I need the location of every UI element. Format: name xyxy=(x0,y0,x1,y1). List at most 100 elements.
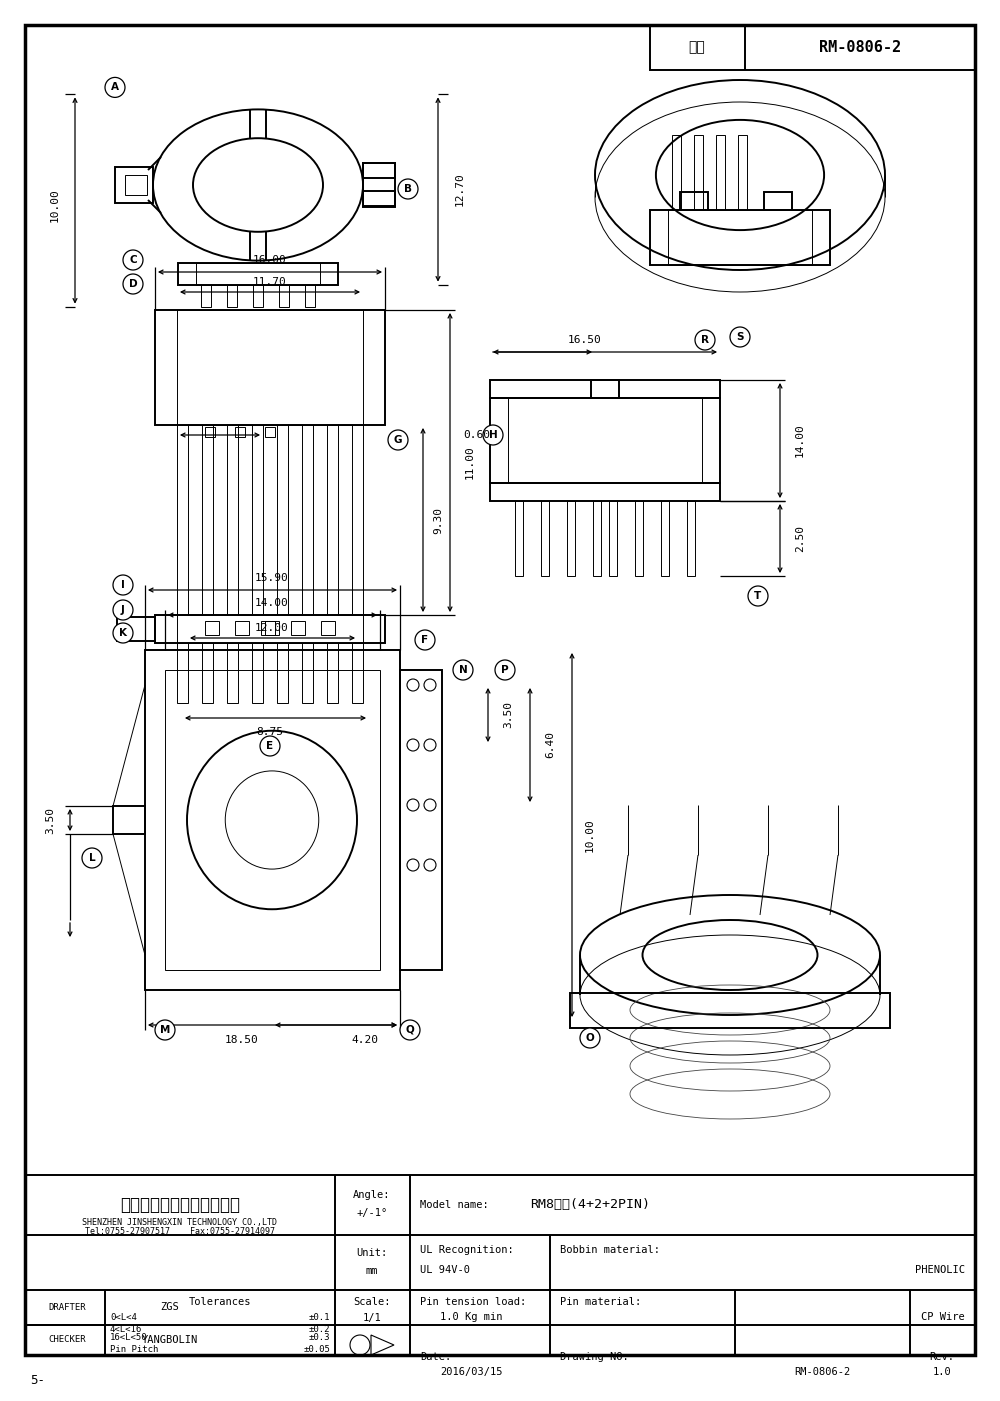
Bar xyxy=(177,310,363,425)
Text: 10.00: 10.00 xyxy=(585,818,595,852)
Text: RM8立式(4+2+2PIN): RM8立式(4+2+2PIN) xyxy=(530,1198,650,1212)
Bar xyxy=(352,643,363,703)
Text: 1.0 Kg min: 1.0 Kg min xyxy=(440,1311,503,1323)
Bar xyxy=(302,425,313,615)
Bar xyxy=(291,621,305,635)
Bar xyxy=(738,134,747,210)
Circle shape xyxy=(495,660,515,679)
Bar xyxy=(694,134,703,210)
Bar xyxy=(327,425,338,615)
Text: Bobbin material:: Bobbin material: xyxy=(560,1245,660,1255)
Bar xyxy=(327,643,338,703)
Bar xyxy=(302,643,313,703)
Bar xyxy=(155,615,385,643)
Text: J: J xyxy=(121,605,125,615)
Bar xyxy=(202,643,213,703)
Text: +/-1°: +/-1° xyxy=(356,1208,388,1217)
Text: PHENOLIC: PHENOLIC xyxy=(915,1265,965,1275)
Circle shape xyxy=(748,586,768,607)
Circle shape xyxy=(113,574,133,595)
Circle shape xyxy=(388,430,408,450)
Text: B: B xyxy=(404,184,412,193)
Circle shape xyxy=(580,1028,600,1048)
Bar xyxy=(145,650,400,991)
Bar xyxy=(305,284,315,307)
Text: 深圳市金盛鑫科技有限公司: 深圳市金盛鑫科技有限公司 xyxy=(120,1196,240,1215)
Circle shape xyxy=(483,425,503,446)
Text: N: N xyxy=(459,665,467,675)
Bar xyxy=(277,643,288,703)
Bar xyxy=(490,380,720,398)
Text: Scale:: Scale: xyxy=(353,1297,391,1307)
Bar xyxy=(661,502,669,576)
Text: M: M xyxy=(160,1026,170,1035)
Text: D: D xyxy=(129,279,137,289)
Circle shape xyxy=(695,331,715,350)
Bar xyxy=(363,163,395,178)
Bar xyxy=(672,134,681,210)
Bar xyxy=(363,191,395,206)
Bar xyxy=(680,192,708,210)
Text: Pin Pitch: Pin Pitch xyxy=(110,1345,158,1355)
Circle shape xyxy=(398,179,418,199)
Bar xyxy=(115,167,153,203)
Text: CP Wire: CP Wire xyxy=(921,1311,965,1323)
Text: 11.00: 11.00 xyxy=(465,446,475,479)
Text: H: H xyxy=(489,430,497,440)
Text: O: O xyxy=(586,1033,594,1042)
Text: Q: Q xyxy=(406,1026,414,1035)
Text: 18.50: 18.50 xyxy=(225,1035,259,1045)
Text: 10.00: 10.00 xyxy=(50,188,60,221)
Circle shape xyxy=(105,77,125,98)
Text: 0<L<4: 0<L<4 xyxy=(110,1313,137,1321)
Bar xyxy=(400,670,442,969)
Circle shape xyxy=(260,736,280,757)
Bar xyxy=(205,621,219,635)
Text: Tel:0755-27907517    Fax:0755-27914097: Tel:0755-27907517 Fax:0755-27914097 xyxy=(85,1227,275,1237)
Text: 14.00: 14.00 xyxy=(255,598,289,608)
Text: 4.20: 4.20 xyxy=(352,1035,378,1045)
Text: Angle:: Angle: xyxy=(353,1189,391,1201)
Text: UL Recognition:: UL Recognition: xyxy=(420,1245,514,1255)
Text: 6.40: 6.40 xyxy=(545,731,555,758)
Text: F: F xyxy=(421,635,429,644)
Text: 2016/03/15: 2016/03/15 xyxy=(440,1367,503,1377)
Bar xyxy=(235,427,245,437)
Text: Pin tension load:: Pin tension load: xyxy=(420,1297,526,1307)
Bar xyxy=(764,192,792,210)
Text: 8.75: 8.75 xyxy=(256,727,284,737)
Circle shape xyxy=(113,623,133,643)
Bar xyxy=(265,427,275,437)
Bar xyxy=(687,502,695,576)
Text: ±0.1: ±0.1 xyxy=(308,1313,330,1321)
Text: R: R xyxy=(701,335,709,345)
Text: ±0.05: ±0.05 xyxy=(303,1345,330,1355)
Bar xyxy=(177,643,188,703)
Bar xyxy=(117,616,155,642)
Bar xyxy=(716,134,725,210)
Text: 3.50: 3.50 xyxy=(45,807,55,834)
Text: 16.00: 16.00 xyxy=(253,255,287,265)
Bar xyxy=(321,621,335,635)
Text: Date:: Date: xyxy=(420,1352,451,1362)
Bar xyxy=(252,425,263,615)
Bar xyxy=(227,425,238,615)
Bar xyxy=(227,284,237,307)
Bar xyxy=(155,310,385,425)
Bar xyxy=(265,621,279,635)
Bar xyxy=(490,483,720,502)
Bar xyxy=(668,210,812,265)
Circle shape xyxy=(453,660,473,679)
Bar xyxy=(277,425,288,615)
Bar xyxy=(591,380,619,398)
Text: 12.00: 12.00 xyxy=(255,623,289,633)
Text: YANGBOLIN: YANGBOLIN xyxy=(142,1335,198,1345)
Text: Drawing NO:: Drawing NO: xyxy=(560,1352,629,1362)
Bar xyxy=(125,175,147,195)
Text: RM-0806-2: RM-0806-2 xyxy=(794,1367,850,1377)
Bar xyxy=(235,621,249,635)
Bar xyxy=(202,425,213,615)
Bar xyxy=(279,284,289,307)
Bar xyxy=(650,210,830,265)
Circle shape xyxy=(123,275,143,294)
